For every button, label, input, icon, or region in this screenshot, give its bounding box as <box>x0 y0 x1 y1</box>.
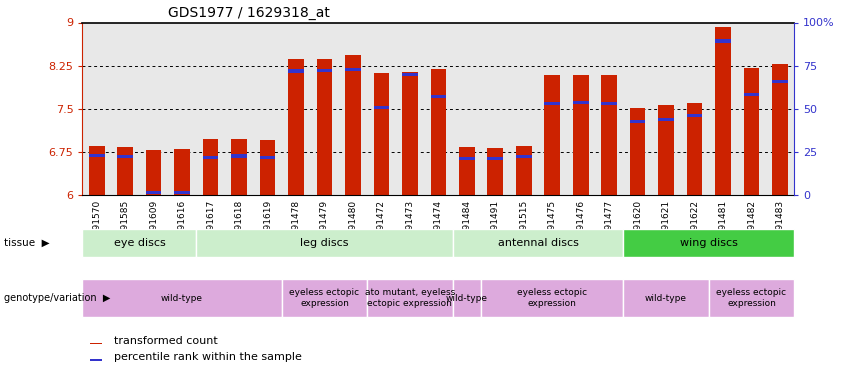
Bar <box>658 118 674 121</box>
Bar <box>431 94 446 98</box>
Text: leg discs: leg discs <box>300 238 349 248</box>
Bar <box>459 147 475 195</box>
Text: percentile rank within the sample: percentile rank within the sample <box>115 352 302 362</box>
Bar <box>203 139 219 195</box>
Text: eye discs: eye discs <box>114 238 165 248</box>
Bar <box>317 69 332 72</box>
Bar <box>82 229 196 257</box>
Bar <box>459 157 475 160</box>
Bar <box>452 229 623 257</box>
Bar <box>317 59 332 195</box>
Bar <box>345 68 361 71</box>
Bar <box>488 157 503 160</box>
Bar <box>623 229 794 257</box>
Bar <box>488 148 503 195</box>
Bar <box>744 93 760 96</box>
Bar <box>117 147 133 195</box>
Text: wild-type: wild-type <box>645 294 687 303</box>
Text: genotype/variation  ▶: genotype/variation ▶ <box>4 293 111 303</box>
Bar <box>146 191 161 194</box>
Bar <box>715 27 731 195</box>
Bar <box>89 146 104 195</box>
Bar <box>431 69 446 195</box>
Bar <box>89 359 102 361</box>
Text: transformed count: transformed count <box>115 336 218 345</box>
Bar <box>544 102 560 105</box>
Bar <box>715 39 731 43</box>
Bar <box>231 154 247 158</box>
Bar <box>367 279 452 317</box>
Bar <box>481 279 623 317</box>
Bar <box>773 80 788 84</box>
Text: wild-type: wild-type <box>446 294 488 303</box>
Bar <box>174 149 190 195</box>
Bar <box>602 102 617 105</box>
Bar <box>373 73 389 195</box>
Bar <box>687 103 702 195</box>
Bar <box>288 59 304 195</box>
Bar <box>282 279 367 317</box>
Bar <box>174 191 190 194</box>
Bar <box>573 75 589 195</box>
Text: eyeless ectopic
expression: eyeless ectopic expression <box>716 288 786 308</box>
Bar <box>373 106 389 109</box>
Bar <box>516 155 531 158</box>
Bar <box>687 114 702 117</box>
Bar <box>773 64 788 195</box>
Text: GDS1977 / 1629318_at: GDS1977 / 1629318_at <box>168 6 330 20</box>
Bar <box>203 156 219 159</box>
Bar <box>196 229 452 257</box>
Bar <box>709 279 794 317</box>
Bar <box>345 55 361 195</box>
Bar <box>260 156 275 159</box>
Text: antennal discs: antennal discs <box>497 238 578 248</box>
Bar <box>516 146 531 195</box>
Bar <box>452 279 481 317</box>
Bar <box>573 101 589 104</box>
Bar <box>630 108 646 195</box>
Bar <box>288 69 304 72</box>
Bar <box>260 140 275 195</box>
Bar <box>623 279 709 317</box>
Bar <box>82 279 282 317</box>
Bar <box>630 120 646 123</box>
Text: tissue  ▶: tissue ▶ <box>4 238 50 248</box>
Text: wild-type: wild-type <box>161 294 203 303</box>
Text: eyeless ectopic
expression: eyeless ectopic expression <box>289 288 359 308</box>
Bar <box>146 150 161 195</box>
Text: ato mutant, eyeless
ectopic expression: ato mutant, eyeless ectopic expression <box>365 288 455 308</box>
Bar <box>658 105 674 195</box>
Bar <box>89 154 104 157</box>
Text: wing discs: wing discs <box>680 238 738 248</box>
Bar <box>231 139 247 195</box>
Bar <box>402 73 418 76</box>
Bar <box>89 343 102 344</box>
Bar <box>744 68 760 195</box>
Text: eyeless ectopic
expression: eyeless ectopic expression <box>517 288 588 308</box>
Bar <box>602 75 617 195</box>
Bar <box>117 155 133 158</box>
Bar <box>402 72 418 195</box>
Bar <box>544 75 560 195</box>
